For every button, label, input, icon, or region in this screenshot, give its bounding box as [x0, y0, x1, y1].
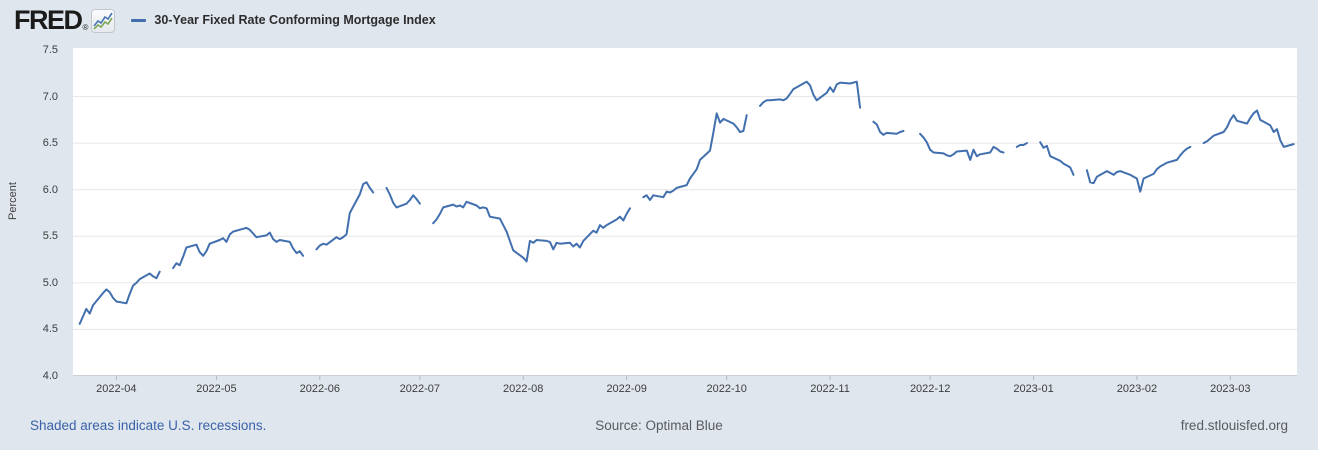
fred-logo-text: FRED [14, 5, 83, 35]
x-tick-label: 2022-07 [399, 383, 441, 395]
legend-line-swatch [131, 18, 147, 22]
legend-series-title: 30-Year Fixed Rate Conforming Mortgage I… [154, 13, 436, 27]
x-tick-label: 2022-06 [299, 383, 340, 395]
plot-area[interactable] [73, 48, 1297, 376]
y-tick-label: 7.0 [42, 90, 58, 103]
series-legend[interactable]: 30-Year Fixed Rate Conforming Mortgage I… [131, 13, 436, 27]
fred-logo[interactable]: FRED ® [14, 5, 116, 35]
y-tick-label: 5.0 [42, 276, 58, 289]
y-tick-label: 6.0 [42, 183, 58, 196]
x-tick-label: 2022-09 [606, 383, 647, 395]
registered-trademark-icon: ® [82, 23, 89, 32]
x-tick-label: 2022-05 [196, 383, 237, 395]
y-tick-label: 5.5 [42, 230, 58, 243]
y-tick-label: 4.0 [42, 370, 58, 382]
x-tick-label: 2022-04 [96, 383, 137, 395]
fred-sparkline-icon [91, 9, 116, 33]
y-tick-label: 7.5 [42, 44, 58, 56]
x-tick-label: 2023-02 [1116, 383, 1158, 395]
recessions-note-link[interactable]: Shaded areas indicate U.S. recessions. [30, 418, 267, 433]
y-tick-label: 6.5 [42, 137, 58, 150]
source-text: Source: Optimal Blue [595, 418, 723, 433]
x-tick-label: 2022-12 [909, 383, 951, 395]
x-tick-label: 2022-10 [706, 383, 747, 395]
x-tick-label: 2023-03 [1210, 383, 1251, 395]
fred-url-link[interactable]: fred.stlouisfed.org [1180, 418, 1288, 433]
chart-footer: Shaded areas indicate U.S. recessions. S… [0, 418, 1318, 436]
x-tick-label: 2022-08 [503, 383, 544, 395]
series-line[interactable] [78, 80, 1295, 325]
y-tick-label: 4.5 [42, 323, 58, 336]
x-tick-label: 2023-01 [1013, 383, 1054, 395]
x-tick-label: 2022-11 [810, 383, 850, 395]
y-axis-title: Percent [7, 182, 19, 220]
chart-header: FRED ® 30-Year Fixed Rate Conforming Mor… [14, 6, 436, 34]
